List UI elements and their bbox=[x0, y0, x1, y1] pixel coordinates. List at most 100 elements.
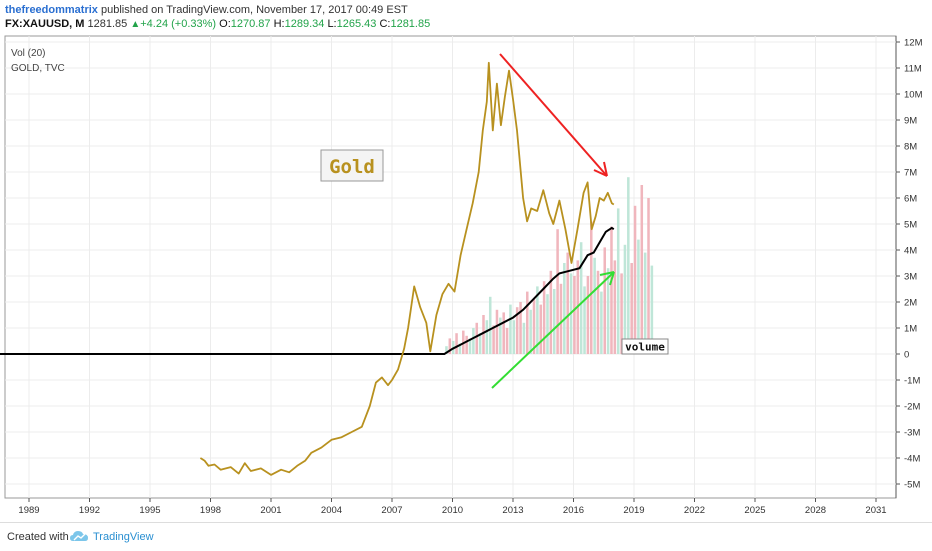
volume-bar-29 bbox=[542, 281, 546, 354]
volume-bar-46 bbox=[600, 291, 603, 354]
volume-bar-7 bbox=[468, 338, 472, 354]
x-tick-label-3: 1998 bbox=[200, 505, 221, 516]
volume-bar-54 bbox=[627, 177, 630, 354]
volume-bar-32 bbox=[552, 289, 556, 354]
volume-bar-59 bbox=[643, 252, 647, 354]
created-with-text: Created with bbox=[7, 531, 69, 543]
green-arrow-head-b bbox=[609, 271, 615, 286]
volume-label-text: volume bbox=[625, 341, 665, 354]
plot-frame bbox=[4, 35, 897, 499]
volume-bar-60 bbox=[647, 198, 650, 354]
y-tick-label-7: 5M bbox=[904, 220, 917, 231]
y-tick-label-1: 11M bbox=[904, 64, 922, 75]
green-up-arrow[interactable] bbox=[491, 271, 615, 389]
volume-bar-36 bbox=[566, 252, 569, 354]
red-arrow-head-a bbox=[593, 169, 608, 177]
published-text: published on TradingView.com, November 1… bbox=[100, 4, 408, 16]
x-tick-label-7: 2010 bbox=[442, 505, 463, 516]
volume-bar-49 bbox=[610, 226, 613, 354]
low-value: 1265.43 bbox=[336, 18, 377, 30]
x-axis-ticks: 1989 1992 1995 1998 2001 2004 2007 2010 2013 2016… bbox=[18, 498, 887, 516]
volume-bars bbox=[445, 177, 654, 354]
x-tick-label-12: 2025 bbox=[744, 505, 765, 516]
close-label: C: bbox=[379, 18, 391, 30]
volume-bar-24 bbox=[526, 291, 529, 354]
volume-bar-17 bbox=[502, 312, 505, 354]
gold-label-text: Gold bbox=[329, 156, 375, 178]
volume-bar-47 bbox=[603, 247, 607, 354]
volume-label-box bbox=[621, 338, 669, 355]
volume-bar-53 bbox=[623, 244, 627, 354]
y-tick-label-17: -5M bbox=[904, 480, 920, 491]
volume-bar-44 bbox=[593, 257, 596, 354]
volume-bar-51 bbox=[616, 208, 620, 354]
volume-bar-40 bbox=[579, 242, 583, 354]
volume-bar-16 bbox=[499, 317, 502, 354]
y-tick-label-2: 10M bbox=[904, 90, 923, 101]
volume-bar-22 bbox=[519, 302, 522, 354]
volume-bar-30 bbox=[546, 294, 549, 354]
y-tick-label-4: 8M bbox=[904, 142, 917, 153]
volume-bar-4 bbox=[458, 343, 462, 354]
volume-bar-43 bbox=[590, 221, 593, 354]
volume-bar-8 bbox=[472, 328, 475, 354]
red-arrow-head-b bbox=[603, 161, 608, 177]
volume-ma-line bbox=[0, 226, 615, 355]
volume-bar-23 bbox=[522, 322, 526, 354]
volume-bar-11 bbox=[482, 315, 485, 354]
volume-bar-18 bbox=[505, 328, 509, 354]
volume-bar-10 bbox=[478, 333, 482, 354]
red-down-arrow[interactable] bbox=[499, 53, 608, 177]
volume-bar-55 bbox=[630, 263, 633, 354]
volume-bar-25 bbox=[529, 309, 532, 354]
footer: Created with TradingView bbox=[0, 522, 932, 551]
x-tick-label-4: 2001 bbox=[260, 505, 281, 516]
volume-bar-56 bbox=[633, 205, 637, 354]
volume-bar-38 bbox=[573, 276, 576, 354]
y-tick-label-10: 2M bbox=[904, 298, 917, 309]
x-tick-label-0: 1989 bbox=[18, 505, 39, 516]
up-triangle-icon: ▲ bbox=[130, 19, 141, 30]
volume-bar-26 bbox=[532, 299, 536, 354]
volume-bar-14 bbox=[492, 325, 495, 354]
gold-annotation[interactable]: Gold bbox=[320, 149, 384, 182]
y-tick-label-15: -3M bbox=[904, 428, 920, 439]
y-tick-label-14: -2M bbox=[904, 402, 920, 413]
green-arrow-head-a bbox=[599, 271, 615, 276]
chart-header: thefreedommatrix published on TradingVie… bbox=[5, 3, 430, 32]
volume-bar-15 bbox=[495, 309, 499, 354]
volume-bar-52 bbox=[620, 273, 623, 354]
volume-bar-6 bbox=[465, 335, 468, 354]
volume-annotation[interactable]: volume bbox=[621, 338, 669, 355]
y-tick-label-13: -1M bbox=[904, 376, 920, 387]
tradingview-brand-link[interactable]: TradingView bbox=[93, 531, 154, 543]
chart-svg[interactable]: 12M 11M 10M 9M 8M 7M 6M 5M 4M 3M 2M 1M 0 -1M -2M -3M -4M… bbox=[0, 0, 932, 522]
volume-bar-20 bbox=[512, 320, 516, 354]
x-tick-label-6: 2007 bbox=[381, 505, 402, 516]
y-tick-label-16: -4M bbox=[904, 454, 920, 465]
publish-line: thefreedommatrix published on TradingVie… bbox=[5, 3, 430, 17]
volume-bar-3 bbox=[455, 333, 458, 354]
red-arrow-shaft bbox=[499, 53, 608, 177]
volume-bar-58 bbox=[640, 185, 644, 354]
author-link[interactable]: thefreedommatrix bbox=[5, 4, 98, 16]
open-value: 1270.87 bbox=[230, 18, 271, 30]
y-tick-label-6: 6M bbox=[904, 194, 917, 205]
legend-vol: Vol (20) bbox=[11, 48, 45, 59]
volume-bar-12 bbox=[485, 320, 489, 354]
volume-bar-35 bbox=[563, 263, 566, 354]
volume-bar-31 bbox=[549, 270, 553, 354]
volume-bar-41 bbox=[583, 286, 586, 354]
tradingview-cloud-icon[interactable] bbox=[70, 529, 88, 545]
high-value: 1289.34 bbox=[284, 18, 325, 30]
x-tick-label-2: 1995 bbox=[139, 505, 160, 516]
volume-bar-0 bbox=[445, 346, 448, 354]
volume-bar-33 bbox=[556, 229, 559, 354]
y-tick-label-0: 12M bbox=[904, 38, 923, 49]
gold-price-line bbox=[199, 61, 615, 476]
symbol-label: FX:XAUUSD, M bbox=[5, 18, 85, 30]
volume-bar-45 bbox=[596, 270, 600, 354]
x-tick-label-10: 2019 bbox=[623, 505, 644, 516]
y-tick-label-5: 7M bbox=[904, 168, 917, 179]
series-lines bbox=[0, 61, 615, 476]
